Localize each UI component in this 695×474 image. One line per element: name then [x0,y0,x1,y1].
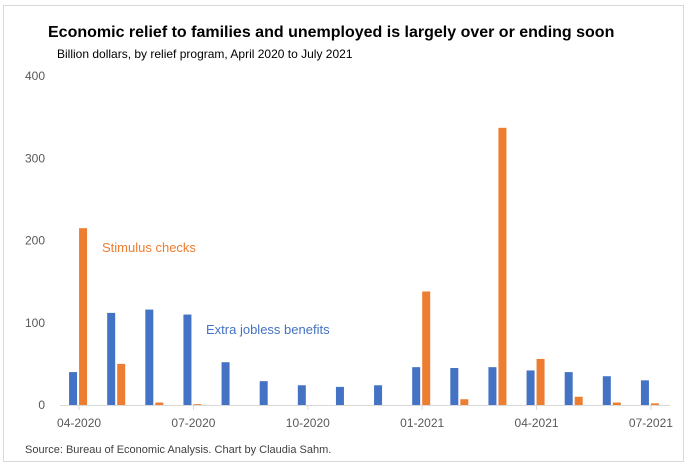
jobless-bar [412,367,421,405]
x-tick-label: 10-2020 [286,416,330,430]
jobless-bar [374,385,383,405]
x-tick-label: 07-2021 [629,416,673,430]
jobless-bar [640,380,649,405]
jobless-bar [526,370,535,405]
x-tick-label: 07-2020 [171,416,215,430]
jobless-bar [335,386,344,405]
x-tick-label: 04-2021 [515,416,559,430]
y-tick-label: 200 [25,234,45,248]
stimulus-bar [460,399,469,405]
stimulus-bar [498,127,507,405]
stimulus-checks-label: Stimulus checks [102,240,196,255]
chart-subtitle: Billion dollars, by relief program, Apri… [57,47,353,61]
y-tick-label: 300 [25,151,45,165]
jobless-bar [488,367,497,405]
stimulus-bar [117,363,126,405]
stimulus-bar [193,404,202,405]
stimulus-bar [422,291,431,405]
y-tick-label: 0 [38,398,45,412]
jobless-bar [107,312,116,405]
chart-title: Economic relief to families and unemploy… [48,24,615,41]
stimulus-bar [650,403,659,405]
jobless-bar [69,372,78,405]
stimulus-bar [79,228,88,405]
jobless-bar [221,362,230,405]
jobless-bar [564,372,573,405]
jobless-benefits-label: Extra jobless benefits [206,322,330,337]
y-tick-label: 100 [25,316,45,330]
stimulus-bar [574,396,583,405]
source-note: Source: Bureau of Economic Analysis. Cha… [25,444,332,456]
jobless-bar [183,314,192,405]
x-tick-label: 04-2020 [57,416,101,430]
stimulus-bar [155,402,164,405]
jobless-bar [145,309,154,405]
jobless-bar [450,367,459,405]
stimulus-bar [536,358,545,405]
jobless-bar [297,385,306,405]
jobless-bar [602,376,611,405]
y-tick-label: 400 [25,69,45,83]
jobless-bar [259,381,268,405]
x-tick-label: 01-2021 [400,416,444,430]
stimulus-bar [612,402,621,405]
